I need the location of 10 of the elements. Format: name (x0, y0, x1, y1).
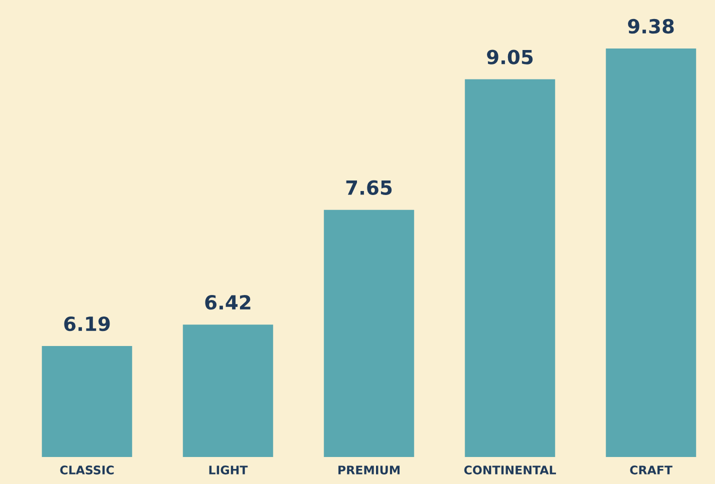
x-tick-label: CONTINENTAL (464, 466, 556, 474)
data-label: 9.38 (628, 18, 674, 34)
data-label: 9.05 (487, 50, 533, 64)
x-tick-label: PREMIUM (338, 466, 400, 474)
data-label: 6.42 (205, 294, 250, 310)
x-tick-label: CLASSIC (60, 466, 114, 474)
data-label: 7.65 (346, 180, 392, 195)
data-label: 6.19 (64, 316, 110, 332)
x-tick-label: CRAFT (630, 466, 672, 474)
x-tick-label: LIGHT (209, 466, 248, 474)
